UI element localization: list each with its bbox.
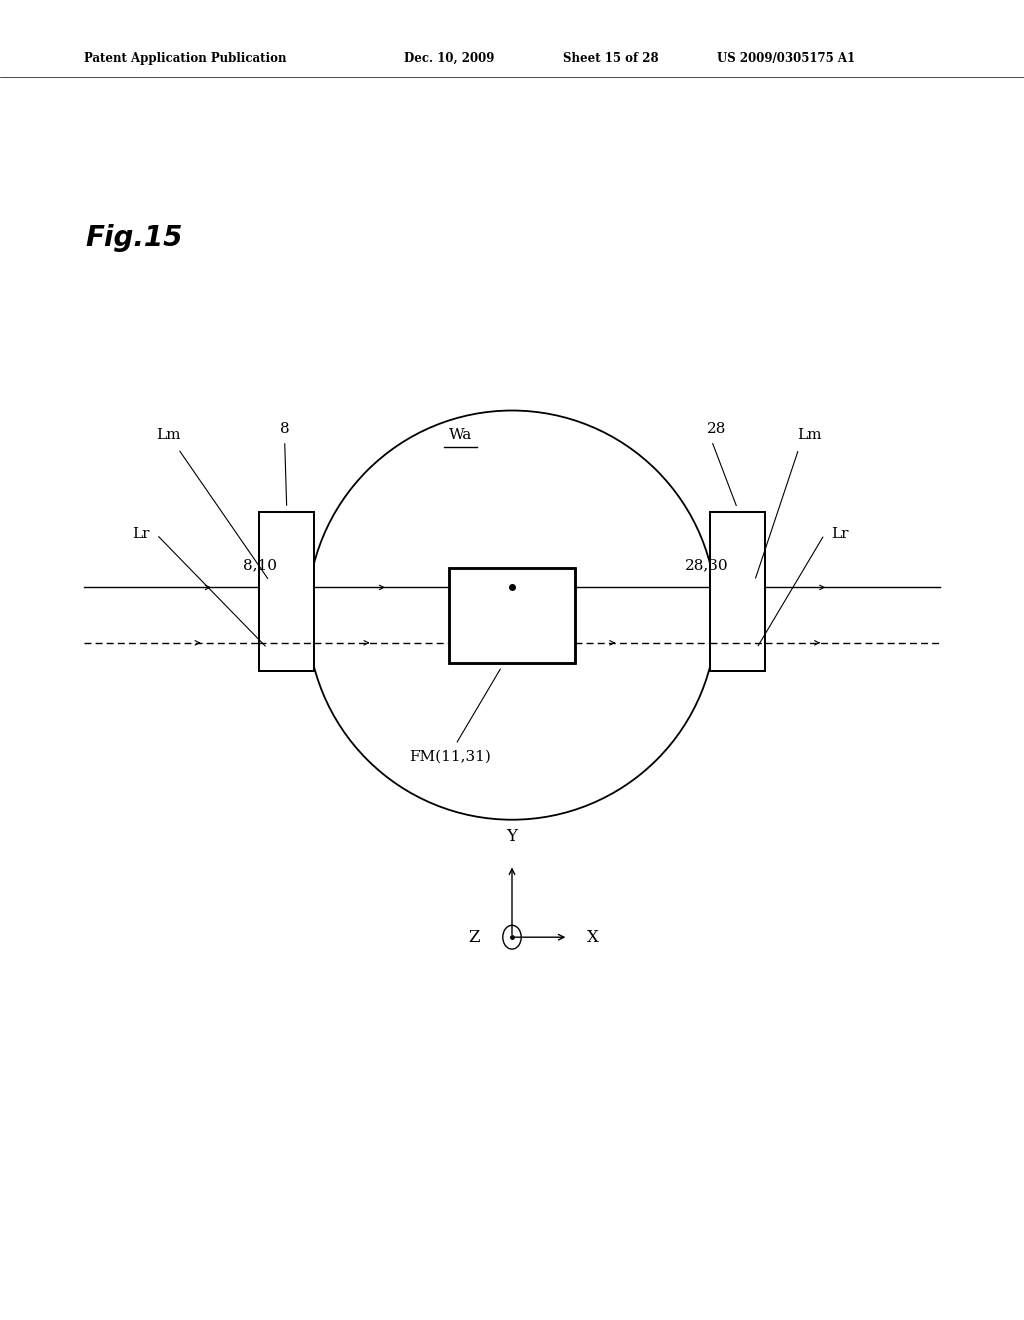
Text: 28,30: 28,30: [685, 558, 728, 573]
Text: 28: 28: [708, 421, 726, 436]
Bar: [449, 568, 575, 663]
Bar: [449, 568, 575, 663]
Bar: [259, 512, 314, 671]
Bar: [449, 568, 575, 663]
Bar: [259, 512, 314, 671]
Bar: [710, 512, 765, 671]
Text: Fig.15: Fig.15: [85, 223, 182, 252]
Text: Lm: Lm: [156, 428, 180, 442]
Text: Sheet 15 of 28: Sheet 15 of 28: [563, 51, 658, 65]
Text: Lr: Lr: [132, 527, 151, 541]
Bar: [259, 512, 314, 671]
Text: 8: 8: [280, 421, 290, 436]
Text: US 2009/0305175 A1: US 2009/0305175 A1: [717, 51, 855, 65]
Text: Lr: Lr: [830, 527, 849, 541]
Text: X: X: [587, 929, 599, 945]
Text: 8,10: 8,10: [243, 558, 278, 573]
Text: Y: Y: [507, 828, 517, 845]
Text: FM(11,31): FM(11,31): [410, 750, 492, 764]
Bar: [710, 512, 765, 671]
Text: Patent Application Publication: Patent Application Publication: [84, 51, 287, 65]
Bar: [710, 512, 765, 671]
Text: Wa: Wa: [450, 428, 472, 442]
Text: Lm: Lm: [797, 428, 821, 442]
Text: Dec. 10, 2009: Dec. 10, 2009: [404, 51, 495, 65]
Text: Z: Z: [469, 929, 480, 945]
